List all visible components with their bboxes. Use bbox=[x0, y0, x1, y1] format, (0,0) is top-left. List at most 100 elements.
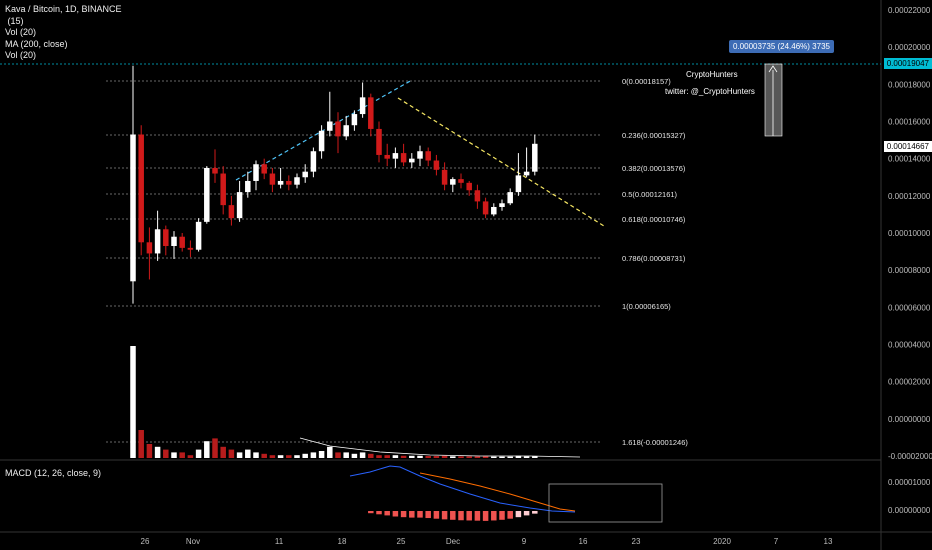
volume-bar bbox=[138, 430, 144, 458]
measure-box bbox=[764, 63, 783, 137]
candles bbox=[130, 65, 538, 304]
volume-bar bbox=[400, 455, 407, 458]
volume-bar bbox=[359, 452, 366, 458]
volume-bar bbox=[409, 455, 415, 458]
fib-lines: 0(0.00018157) 0.236(0.00015327) 0.382(0.00… bbox=[106, 77, 688, 447]
price-tick-label: 0.00022000 bbox=[888, 6, 931, 15]
candle-body bbox=[433, 160, 440, 170]
macd-histogram-bar bbox=[400, 511, 407, 518]
volume-bar bbox=[179, 452, 185, 458]
macd-tick-label: 0.00001000 bbox=[888, 478, 931, 487]
volume-bar bbox=[261, 453, 267, 458]
candle-body bbox=[441, 169, 448, 185]
price-tick-label: 0.00000000 bbox=[888, 415, 931, 424]
volume-bar bbox=[212, 438, 218, 458]
volume-bar bbox=[474, 456, 481, 458]
price-tick-label: 0.00008000 bbox=[888, 266, 931, 275]
candle-body bbox=[171, 236, 177, 247]
candle-body bbox=[491, 206, 497, 215]
volume-bar bbox=[368, 453, 374, 458]
price-tick-label: 0.00020000 bbox=[888, 43, 931, 52]
price-tick-label: 0.00018000 bbox=[888, 80, 931, 89]
volume-bar bbox=[532, 456, 538, 458]
candle-body bbox=[318, 130, 325, 152]
macd-histogram-bar bbox=[523, 511, 530, 516]
measure-label: 0.00003735 (24.46%) 3735 bbox=[729, 40, 834, 53]
macd-tick-label: 0.00000000 bbox=[888, 506, 931, 515]
indicator-legend-3: MA (200, close) bbox=[5, 38, 68, 49]
candle-body bbox=[277, 180, 284, 185]
volume-bar bbox=[507, 456, 513, 458]
volume-bar bbox=[277, 455, 284, 458]
macd-histogram-bar bbox=[515, 511, 522, 518]
candle-body bbox=[220, 173, 226, 206]
candle-body bbox=[376, 128, 382, 155]
high-price-badge: 0.00019047 bbox=[883, 58, 932, 69]
price-tick-label: 0.00016000 bbox=[888, 118, 931, 127]
candle-body bbox=[163, 229, 169, 247]
volume-bar bbox=[392, 455, 399, 458]
volume-bar bbox=[417, 455, 423, 458]
candle-body bbox=[302, 171, 308, 178]
candle-body bbox=[515, 175, 522, 193]
candle-body bbox=[286, 180, 292, 185]
candle-body bbox=[482, 201, 489, 215]
volume-bar bbox=[286, 455, 292, 458]
measure-tool bbox=[764, 63, 783, 137]
macd-histogram-bar bbox=[376, 511, 382, 515]
candle-body bbox=[532, 143, 538, 172]
fib-label: 0.382(0.00013576) bbox=[622, 164, 686, 173]
macd-histogram-bar bbox=[425, 511, 431, 519]
candle-body bbox=[499, 203, 505, 207]
volume-bar bbox=[294, 455, 300, 458]
macd-histogram-bar bbox=[450, 511, 456, 520]
trend-line-down bbox=[397, 97, 605, 227]
fib-label: 0.5(0.00012161) bbox=[622, 190, 678, 199]
time-tick-label: Dec bbox=[446, 537, 460, 546]
time-tick-label: Nov bbox=[186, 537, 200, 546]
macd-histogram-bar bbox=[433, 511, 440, 519]
volume-bar bbox=[318, 451, 325, 458]
candle-body bbox=[236, 192, 243, 219]
volume-bar bbox=[187, 455, 194, 458]
volume-bar bbox=[154, 446, 161, 458]
macd-histogram-bar bbox=[458, 511, 464, 521]
volume-bar bbox=[384, 455, 390, 458]
candle-body bbox=[507, 192, 513, 204]
candle-body bbox=[450, 179, 456, 185]
volume-bar bbox=[204, 441, 210, 458]
candle-body bbox=[138, 134, 144, 243]
macd-pane: 0.00001000 0.00000000 bbox=[349, 465, 931, 523]
candle-body bbox=[187, 247, 194, 250]
volume-bar bbox=[458, 456, 464, 458]
macd-legend: MACD (12, 26, close, 9) bbox=[5, 468, 102, 478]
macd-histogram-bar bbox=[499, 511, 505, 520]
volume-bar bbox=[269, 455, 276, 458]
signal-line bbox=[419, 472, 576, 512]
candle-body bbox=[417, 151, 423, 159]
volume-bar bbox=[450, 456, 456, 458]
price-tick-label: 0.00006000 bbox=[888, 303, 931, 312]
watermark-line-2: twitter: @_CryptoHunters bbox=[665, 87, 755, 96]
volume-bar bbox=[310, 452, 317, 458]
volume-bar bbox=[228, 449, 235, 458]
candle-body bbox=[195, 221, 202, 250]
trend-line-up bbox=[235, 79, 413, 181]
watermark-line-1: CryptoHunters bbox=[686, 70, 738, 79]
volume-bar bbox=[515, 455, 522, 458]
candle-body bbox=[130, 134, 136, 282]
price-tick-label: 0.00010000 bbox=[888, 229, 931, 238]
candle-body bbox=[400, 153, 407, 163]
volume-bar bbox=[425, 456, 431, 458]
candle-body bbox=[327, 121, 333, 131]
macd-highlight-box bbox=[548, 483, 663, 523]
volume-bar bbox=[195, 449, 202, 458]
time-tick-label: 26 bbox=[141, 537, 150, 546]
indicator-legend-2: Vol (20) bbox=[5, 27, 37, 37]
volume-ma-line bbox=[299, 437, 581, 458]
indicator-legend-1: (15) bbox=[5, 15, 24, 26]
candle-body bbox=[245, 180, 251, 193]
candle-body bbox=[343, 125, 349, 137]
